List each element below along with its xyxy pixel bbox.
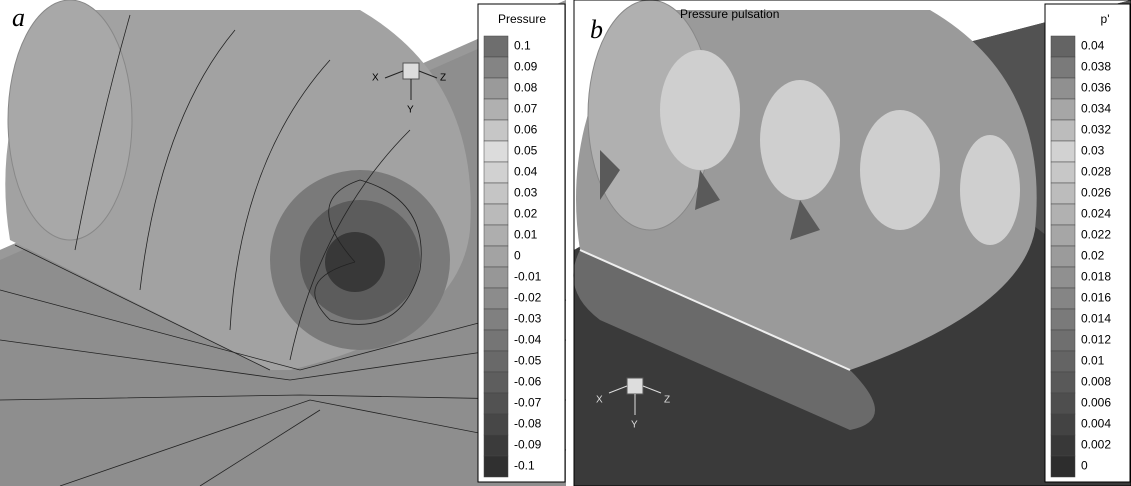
legend-entry: 0.032 xyxy=(1081,123,1111,137)
legend-entry: 0.05 xyxy=(514,144,538,158)
legend-swatch xyxy=(484,225,508,246)
legend-entry: 0.01 xyxy=(514,228,538,242)
legend-swatch xyxy=(484,141,508,162)
legend-swatch xyxy=(484,183,508,204)
legend-swatch xyxy=(1051,393,1075,414)
axis-label: Z xyxy=(440,73,446,84)
legend-entry: 0.04 xyxy=(514,165,538,179)
legend-entry: 0.008 xyxy=(1081,375,1111,389)
legend-title: Pressure xyxy=(498,12,546,26)
legend-entry: 0.036 xyxy=(1081,81,1111,95)
legend-swatch xyxy=(484,456,508,477)
legend-entry: -0.07 xyxy=(514,396,542,410)
legend-swatch xyxy=(1051,330,1075,351)
legend-entry: 0.012 xyxy=(1081,333,1111,347)
legend-swatch xyxy=(1051,225,1075,246)
legend-swatch xyxy=(1051,435,1075,456)
legend-swatch xyxy=(1051,120,1075,141)
legend-swatch xyxy=(1051,414,1075,435)
legend-entry: 0.03 xyxy=(1081,144,1105,158)
legend-entry: 0.08 xyxy=(514,81,538,95)
legend-swatch xyxy=(484,99,508,120)
legend-entry: -0.1 xyxy=(514,459,535,473)
legend-entry: -0.09 xyxy=(514,438,542,452)
legend-entry: 0.028 xyxy=(1081,165,1111,179)
legend-entry: 0.03 xyxy=(514,186,538,200)
legend-entry: -0.01 xyxy=(514,270,542,284)
legend-entry: 0.004 xyxy=(1081,417,1111,431)
legend-swatch xyxy=(484,351,508,372)
legend-swatch xyxy=(484,330,508,351)
legend-swatch xyxy=(484,57,508,78)
legend-swatch xyxy=(1051,246,1075,267)
legend-swatch xyxy=(1051,141,1075,162)
legend-swatch xyxy=(1051,183,1075,204)
legend-entry: 0.018 xyxy=(1081,270,1111,284)
legend-swatch xyxy=(484,393,508,414)
axis-label: Y xyxy=(631,420,638,431)
legend-swatch xyxy=(1051,267,1075,288)
legend-swatch xyxy=(1051,372,1075,393)
legend-entry: -0.05 xyxy=(514,354,542,368)
legend-swatch xyxy=(484,246,508,267)
legend-entry: 0.014 xyxy=(1081,312,1111,326)
legend-entry: 0.026 xyxy=(1081,186,1111,200)
panel-label: a xyxy=(12,3,25,32)
legend-swatch xyxy=(484,267,508,288)
legend-swatch xyxy=(484,414,508,435)
legend-swatch xyxy=(484,435,508,456)
legend-entry: 0.02 xyxy=(514,207,538,221)
legend-entry: -0.03 xyxy=(514,312,542,326)
legend-entry: 0.016 xyxy=(1081,291,1111,305)
figure: a b Pressure pulsation X Y Z X Y Z Press… xyxy=(0,0,1131,486)
legend-swatch xyxy=(1051,78,1075,99)
legend-entry: -0.02 xyxy=(514,291,542,305)
legend-title: p' xyxy=(1101,12,1110,26)
legend-swatch xyxy=(1051,309,1075,330)
legend-swatch xyxy=(484,162,508,183)
legend-entry: 0.002 xyxy=(1081,438,1111,452)
legend-entry: -0.06 xyxy=(514,375,542,389)
legend-swatch xyxy=(1051,351,1075,372)
legend-entry: 0.09 xyxy=(514,60,538,74)
legend-entry: 0.038 xyxy=(1081,60,1111,74)
legend-swatch xyxy=(1051,204,1075,225)
legend-swatch xyxy=(484,78,508,99)
legend-entry: 0.024 xyxy=(1081,207,1111,221)
legend-swatch xyxy=(1051,36,1075,57)
axis-label: Y xyxy=(407,105,414,116)
legend-entry: 0.034 xyxy=(1081,102,1111,116)
legend-entry: 0.02 xyxy=(1081,249,1105,263)
legend-swatch xyxy=(484,120,508,141)
legend-entry: 0.1 xyxy=(514,39,531,53)
legend-entry: 0.04 xyxy=(1081,39,1105,53)
legend-entry: 0.07 xyxy=(514,102,538,116)
legend-swatch xyxy=(484,309,508,330)
axis-label: Z xyxy=(664,395,670,406)
legend-swatch xyxy=(484,288,508,309)
legend-swatch xyxy=(484,204,508,225)
legend-entry: 0 xyxy=(1081,459,1088,473)
legend-entry: 0 xyxy=(514,249,521,263)
legend-entry: -0.08 xyxy=(514,417,542,431)
legend-entry: 0.01 xyxy=(1081,354,1105,368)
panel-title: Pressure pulsation xyxy=(680,7,779,21)
axis-label: X xyxy=(372,73,379,84)
legend-entry: 0.06 xyxy=(514,123,538,137)
legend-entry: 0.022 xyxy=(1081,228,1111,242)
legend-swatch xyxy=(1051,99,1075,120)
legend-swatch xyxy=(1051,456,1075,477)
legend-swatch xyxy=(1051,162,1075,183)
legend-swatch xyxy=(484,36,508,57)
legend-swatch xyxy=(1051,57,1075,78)
legend-swatch xyxy=(484,372,508,393)
legend-entry: -0.04 xyxy=(514,333,542,347)
axis-label: X xyxy=(596,395,603,406)
legend-swatch xyxy=(1051,288,1075,309)
legend-entry: 0.006 xyxy=(1081,396,1111,410)
panel-label: b xyxy=(590,15,603,44)
